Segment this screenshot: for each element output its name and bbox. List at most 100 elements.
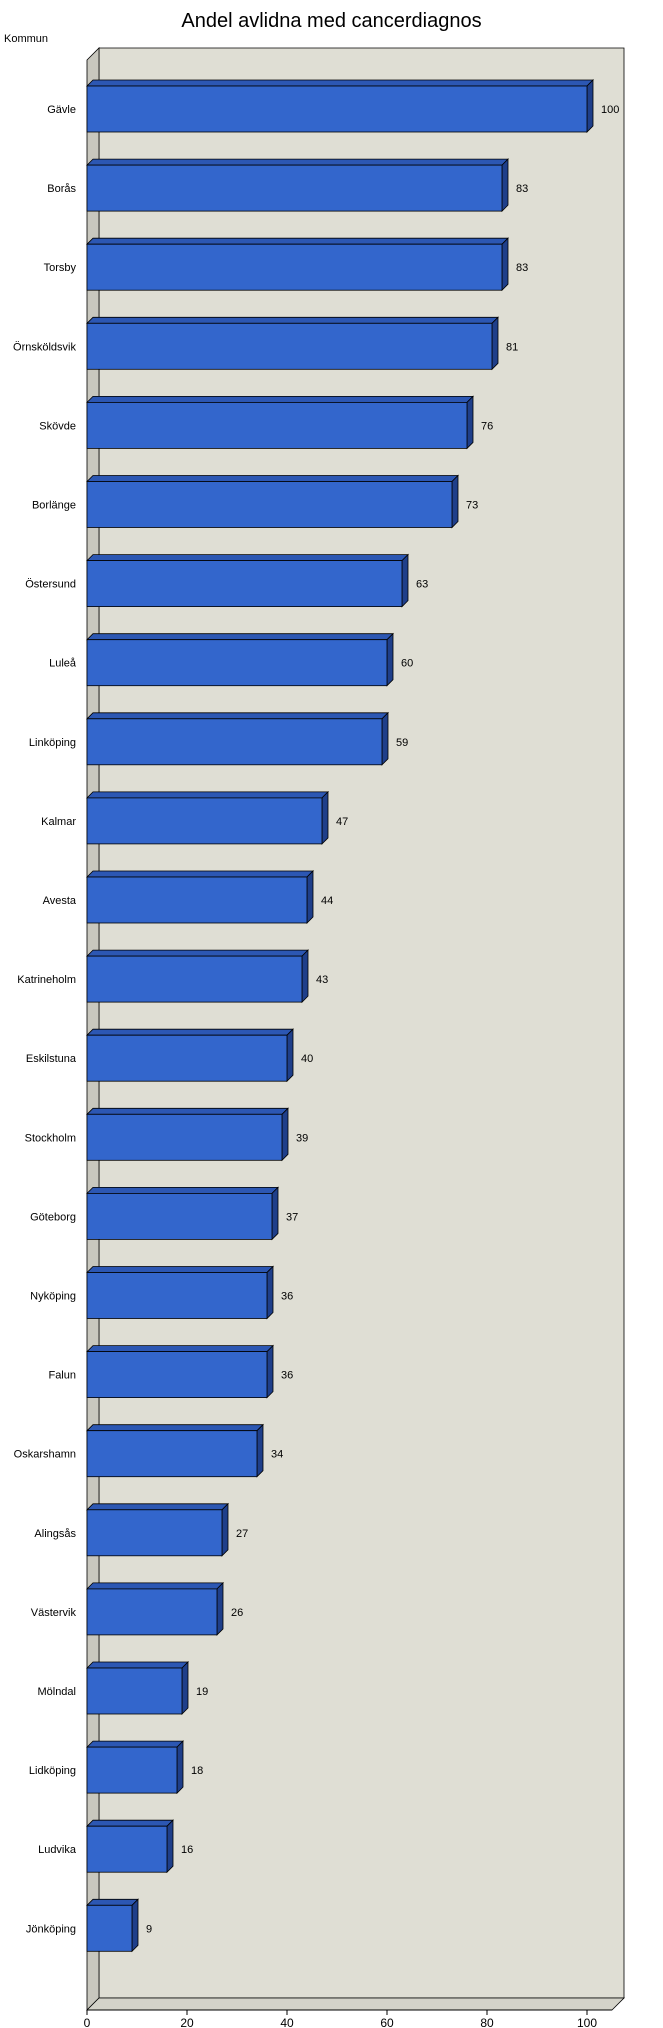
- bar-side-face: [281, 1107, 289, 1162]
- category-label: Torsby: [44, 262, 77, 274]
- category-label: Oskarshamn: [14, 1449, 76, 1461]
- data-label: 44: [321, 895, 333, 907]
- bar-front-face: [86, 1351, 268, 1398]
- x-tick-label: 20: [180, 2016, 194, 2028]
- bar-top-face: [86, 1107, 289, 1115]
- bar-front-face: [86, 1588, 218, 1636]
- category-label: Lidköping: [29, 1765, 76, 1777]
- bar-side-face: [256, 1423, 264, 1478]
- bar-front-face: [86, 1430, 258, 1478]
- bar-front-face: [86, 797, 323, 845]
- bar-side-face: [216, 1581, 224, 1636]
- bar: [86, 1819, 174, 1874]
- category-label: Stockholm: [25, 1132, 76, 1144]
- bar: [86, 316, 499, 371]
- bar-top-face: [86, 1266, 274, 1273]
- data-label: 27: [236, 1528, 248, 1540]
- bar-side-face: [386, 632, 394, 687]
- bar-front-face: [86, 1113, 283, 1161]
- bar-side-face: [131, 1898, 139, 1953]
- bar-top-face: [86, 712, 389, 720]
- x-tick-label: 60: [380, 2016, 394, 2028]
- bar-side-face: [381, 711, 389, 766]
- bar-top-face: [86, 395, 474, 403]
- category-label: Nyköping: [30, 1291, 76, 1303]
- data-label: 36: [281, 1370, 293, 1382]
- bar: [86, 79, 594, 133]
- bar-front-face: [86, 1825, 168, 1873]
- bar-side-face: [221, 1502, 229, 1557]
- data-label: 81: [506, 341, 518, 353]
- data-label: 26: [231, 1607, 243, 1619]
- bar: [86, 870, 314, 924]
- category-label: Borås: [47, 183, 76, 195]
- bar: [86, 237, 509, 292]
- data-label: 83: [516, 183, 528, 195]
- bar-front-face: [86, 481, 453, 528]
- bar-side-face: [301, 949, 309, 1004]
- category-label: Avesta: [43, 895, 77, 907]
- bar-side-face: [491, 316, 499, 371]
- bar: [86, 790, 329, 845]
- bar-front-face: [86, 718, 383, 766]
- bar-top-face: [86, 1424, 264, 1432]
- category-label: Skövde: [39, 420, 76, 432]
- bar-side-face: [181, 1661, 189, 1715]
- bar-side-face: [501, 237, 509, 292]
- data-label: 18: [191, 1765, 203, 1777]
- data-label: 60: [401, 658, 413, 670]
- bar-side-face: [306, 870, 314, 924]
- category-label: Linköping: [29, 737, 76, 749]
- bar-side-face: [176, 1740, 184, 1795]
- bar: [86, 711, 389, 766]
- bar-front-face: [86, 243, 503, 291]
- bar-top-face: [86, 870, 314, 878]
- bar: [86, 474, 459, 529]
- data-label: 34: [271, 1449, 283, 1461]
- x-tick-label: 40: [280, 2016, 294, 2028]
- bar-side-face: [586, 79, 594, 133]
- bar-front-face: [86, 1509, 223, 1557]
- category-label: Luleå: [49, 658, 77, 670]
- bar: [86, 949, 309, 1004]
- data-label: 36: [281, 1291, 293, 1303]
- bar-top-face: [86, 1740, 184, 1748]
- bar: [86, 395, 474, 450]
- category-label: Alingsås: [34, 1528, 76, 1540]
- bar-top-face: [86, 1345, 274, 1352]
- bar-top-face: [86, 1503, 229, 1511]
- bar-top-face: [86, 475, 459, 482]
- category-label: Göteborg: [30, 1211, 76, 1223]
- bar-side-face: [401, 553, 409, 608]
- bar-top-face: [86, 1582, 224, 1590]
- bar-front-face: [86, 85, 588, 133]
- bar-side-face: [321, 790, 329, 845]
- bar-front-face: [86, 1667, 183, 1715]
- category-label: Ludvika: [38, 1844, 77, 1856]
- category-label: Jönköping: [26, 1923, 76, 1935]
- bar-top-face: [86, 316, 499, 324]
- bar-front-face: [86, 1193, 273, 1240]
- category-label: Eskilstuna: [26, 1053, 77, 1065]
- data-label: 9: [146, 1923, 152, 1935]
- bar-front-face: [86, 1904, 133, 1952]
- bar-top-face: [86, 1187, 279, 1194]
- bar-top-face: [86, 1898, 139, 1906]
- bar-top-face: [86, 237, 509, 245]
- bar: [86, 1898, 139, 1953]
- bar-top-face: [86, 1819, 174, 1827]
- data-label: 16: [181, 1844, 193, 1856]
- bar: [86, 1265, 274, 1320]
- data-label: 43: [316, 974, 328, 986]
- data-label: 37: [286, 1211, 298, 1223]
- bar-side-face: [166, 1819, 174, 1874]
- bar-side-face: [466, 395, 474, 450]
- bar: [86, 1581, 224, 1636]
- x-tick-label: 80: [480, 2016, 494, 2028]
- category-label: Falun: [48, 1370, 76, 1382]
- bar-front-face: [86, 955, 303, 1003]
- y-axis-title: Kommun: [4, 33, 49, 45]
- data-label: 47: [336, 816, 348, 828]
- bar-front-face: [86, 1034, 288, 1082]
